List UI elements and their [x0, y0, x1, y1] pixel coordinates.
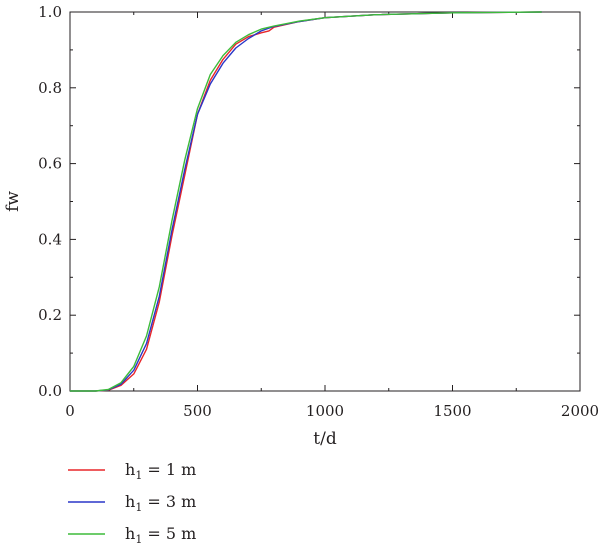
legend-label-3: h1 = 5 m: [125, 524, 196, 546]
x-axis-label: t/d: [313, 429, 337, 449]
x-tick-label: 2000: [561, 402, 599, 420]
series-line-3: [70, 11, 542, 392]
x-tick-label: 0: [65, 402, 75, 420]
legend: h1 = 1 m h1 = 3 m h1 = 5 m: [68, 460, 196, 546]
series-layer: [70, 11, 542, 392]
y-tick-label: 0.6: [38, 155, 62, 173]
series-line-2: [70, 11, 542, 392]
y-axis: 0.0 0.2 0.4 0.6 0.8 1.0: [38, 3, 580, 400]
legend-label-2: h1 = 3 m: [125, 492, 196, 514]
y-tick-label: 0.0: [38, 382, 62, 400]
y-tick-label: 0.8: [38, 79, 62, 97]
series-line-1: [70, 11, 542, 392]
y-axis-label: fw: [3, 191, 23, 212]
x-tick-label: 1000: [306, 402, 344, 420]
legend-label-1: h1 = 1 m: [125, 460, 196, 482]
x-tick-label: 1500: [433, 402, 471, 420]
x-tick-label: 500: [183, 402, 212, 420]
y-tick-label: 1.0: [38, 3, 62, 21]
y-tick-label: 0.4: [38, 230, 62, 248]
y-tick-label: 0.2: [38, 306, 62, 324]
x-axis: 0 500 1000 1500 2000: [65, 12, 599, 420]
